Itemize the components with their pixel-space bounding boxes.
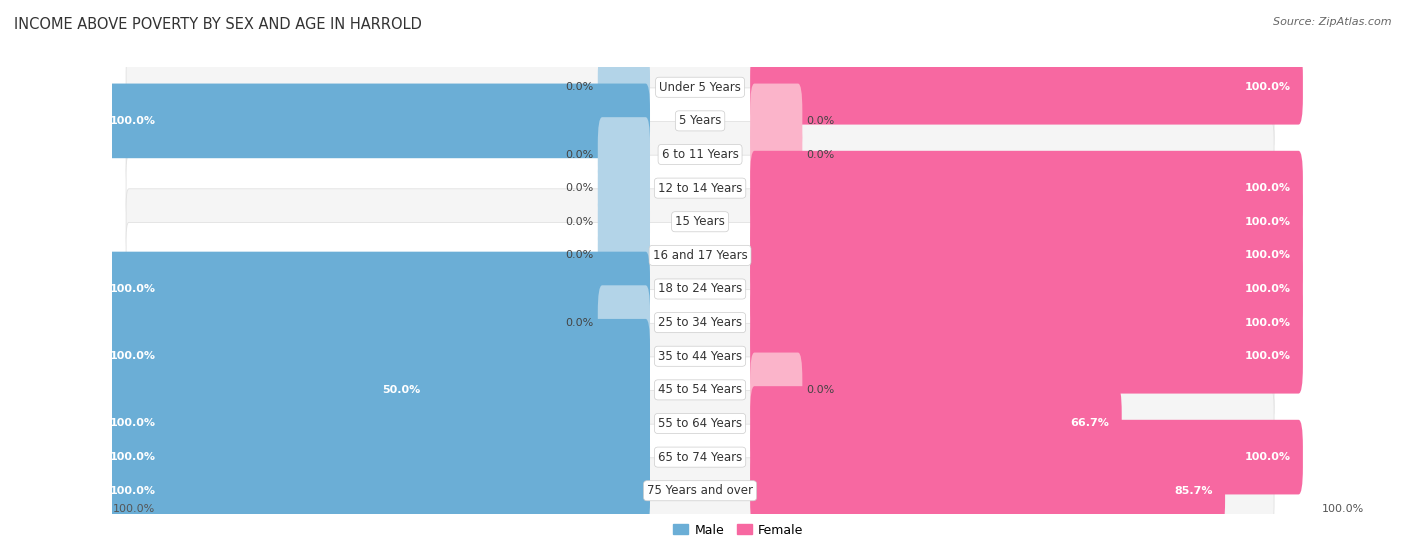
Text: 100.0%: 100.0% [110,351,156,361]
Text: 25 to 34 Years: 25 to 34 Years [658,316,742,329]
FancyBboxPatch shape [127,222,1274,288]
FancyBboxPatch shape [598,50,650,125]
FancyBboxPatch shape [97,453,650,528]
FancyBboxPatch shape [127,155,1274,221]
FancyBboxPatch shape [127,458,1274,524]
Text: 100.0%: 100.0% [110,486,156,496]
Text: 55 to 64 Years: 55 to 64 Years [658,417,742,430]
Text: 66.7%: 66.7% [1070,419,1109,429]
Text: 16 and 17 Years: 16 and 17 Years [652,249,748,262]
FancyBboxPatch shape [751,252,1303,326]
Text: Under 5 Years: Under 5 Years [659,80,741,94]
FancyBboxPatch shape [751,117,803,192]
Text: 0.0%: 0.0% [806,385,834,395]
Text: 100.0%: 100.0% [1244,217,1291,227]
Legend: Male, Female: Male, Female [668,519,808,542]
FancyBboxPatch shape [97,83,650,158]
Text: 5 Years: 5 Years [679,115,721,127]
FancyBboxPatch shape [598,285,650,360]
FancyBboxPatch shape [127,424,1274,490]
FancyBboxPatch shape [751,319,1303,394]
Text: 0.0%: 0.0% [565,82,593,92]
Text: 45 to 54 Years: 45 to 54 Years [658,383,742,396]
Text: 0.0%: 0.0% [806,149,834,159]
Text: 100.0%: 100.0% [110,116,156,126]
Text: 100.0%: 100.0% [1244,351,1291,361]
Text: 100.0%: 100.0% [1244,284,1291,294]
Text: 15 Years: 15 Years [675,215,725,228]
Text: 100.0%: 100.0% [110,419,156,429]
FancyBboxPatch shape [97,386,650,461]
FancyBboxPatch shape [751,386,1122,461]
Text: 100.0%: 100.0% [112,504,155,514]
FancyBboxPatch shape [751,453,1225,528]
Text: 0.0%: 0.0% [565,250,593,260]
Text: INCOME ABOVE POVERTY BY SEX AND AGE IN HARROLD: INCOME ABOVE POVERTY BY SEX AND AGE IN H… [14,17,422,32]
Text: 100.0%: 100.0% [1244,82,1291,92]
Text: 0.0%: 0.0% [806,116,834,126]
FancyBboxPatch shape [598,151,650,225]
Text: 75 Years and over: 75 Years and over [647,484,754,498]
FancyBboxPatch shape [97,319,650,394]
FancyBboxPatch shape [751,218,1303,293]
FancyBboxPatch shape [370,353,650,427]
Text: Source: ZipAtlas.com: Source: ZipAtlas.com [1274,17,1392,27]
FancyBboxPatch shape [598,218,650,293]
FancyBboxPatch shape [751,83,803,158]
FancyBboxPatch shape [127,88,1274,154]
FancyBboxPatch shape [598,117,650,192]
Text: 50.0%: 50.0% [382,385,420,395]
FancyBboxPatch shape [751,184,1303,259]
Text: 35 to 44 Years: 35 to 44 Years [658,350,742,363]
FancyBboxPatch shape [127,189,1274,255]
FancyBboxPatch shape [751,151,1303,225]
FancyBboxPatch shape [127,54,1274,120]
FancyBboxPatch shape [598,184,650,259]
Text: 6 to 11 Years: 6 to 11 Years [662,148,738,161]
Text: 100.0%: 100.0% [110,452,156,462]
Text: 100.0%: 100.0% [1322,504,1364,514]
FancyBboxPatch shape [751,50,1303,125]
FancyBboxPatch shape [127,256,1274,322]
FancyBboxPatch shape [751,285,1303,360]
Text: 0.0%: 0.0% [565,217,593,227]
Text: 0.0%: 0.0% [565,149,593,159]
FancyBboxPatch shape [127,121,1274,187]
Text: 100.0%: 100.0% [1244,250,1291,260]
Text: 100.0%: 100.0% [110,284,156,294]
FancyBboxPatch shape [751,353,803,427]
Text: 85.7%: 85.7% [1174,486,1212,496]
Text: 65 to 74 Years: 65 to 74 Years [658,451,742,463]
Text: 100.0%: 100.0% [1244,183,1291,193]
FancyBboxPatch shape [751,420,1303,495]
FancyBboxPatch shape [127,323,1274,389]
FancyBboxPatch shape [97,420,650,495]
Text: 0.0%: 0.0% [565,183,593,193]
FancyBboxPatch shape [127,357,1274,423]
Text: 12 to 14 Years: 12 to 14 Years [658,182,742,195]
Text: 18 to 24 Years: 18 to 24 Years [658,282,742,296]
FancyBboxPatch shape [127,290,1274,356]
FancyBboxPatch shape [97,252,650,326]
Text: 100.0%: 100.0% [1244,452,1291,462]
Text: 100.0%: 100.0% [1244,318,1291,328]
Text: 0.0%: 0.0% [565,318,593,328]
FancyBboxPatch shape [127,391,1274,457]
